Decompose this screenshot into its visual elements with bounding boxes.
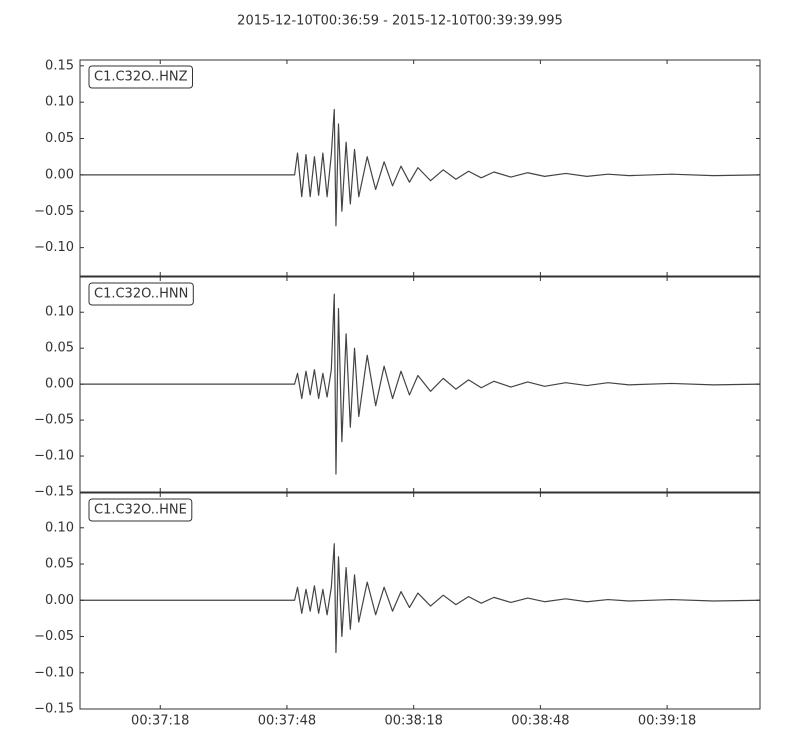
trace-label-box <box>88 65 193 89</box>
y-tick-label: 0.15 <box>45 58 74 73</box>
x-tick-label: 00:38:18 <box>384 714 442 729</box>
waveform <box>80 108 761 227</box>
y-tick-label: −0.15 <box>34 702 74 717</box>
x-tick-label: 00:39:18 <box>638 714 696 729</box>
chart-title: 2015-12-10T00:36:59 - 2015-12-10T00:39:3… <box>237 14 563 29</box>
y-tick-label: 0.05 <box>45 341 74 356</box>
y-tick-label: −0.10 <box>34 665 74 680</box>
y-tick-label: 0.10 <box>45 305 74 320</box>
y-tick-label: −0.05 <box>34 204 74 219</box>
trace-label-box <box>88 282 194 306</box>
y-tick-label: −0.15 <box>34 485 74 500</box>
x-tick-label: 00:37:18 <box>131 714 189 729</box>
y-tick-label: −0.05 <box>34 413 74 428</box>
x-tick-label: 00:38:48 <box>511 714 569 729</box>
waveform <box>80 293 761 475</box>
y-tick-label: 0.00 <box>45 593 74 608</box>
y-tick-label: 0.05 <box>45 557 74 572</box>
trace-label: C1.C32O..HNE <box>94 503 187 518</box>
y-tick-label: 0.05 <box>45 131 74 146</box>
x-tick-label: 00:37:48 <box>258 714 316 729</box>
y-tick-label: 0.00 <box>45 167 74 182</box>
y-tick-label: 0.10 <box>45 95 74 110</box>
y-tick-label: 0.00 <box>45 377 74 392</box>
y-tick-label: −0.10 <box>34 449 74 464</box>
panel-frame <box>79 59 761 277</box>
y-tick-label: 0.10 <box>45 520 74 535</box>
trace-label: C1.C32O..HNN <box>94 287 188 302</box>
y-tick-label: −0.10 <box>34 240 74 255</box>
panel-frame <box>79 492 761 710</box>
trace-label: C1.C32O..HNZ <box>94 70 188 85</box>
trace-label-box <box>88 498 193 522</box>
waveform <box>80 543 761 654</box>
y-tick-label: −0.05 <box>34 629 74 644</box>
